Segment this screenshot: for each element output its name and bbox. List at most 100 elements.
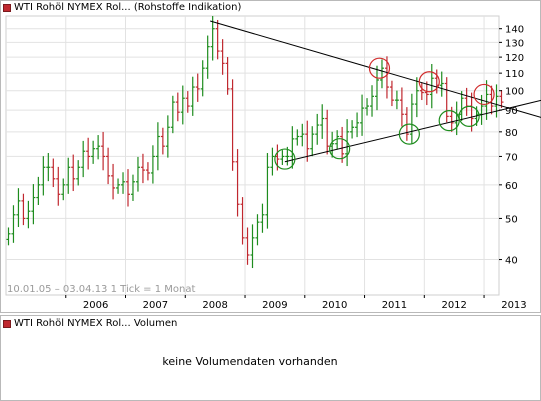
ohlc-bar <box>499 89 504 109</box>
x-tick-label: 2006 <box>83 300 108 311</box>
ohlc-bar <box>260 203 265 233</box>
ohlc-bars <box>6 16 504 269</box>
ohlc-bar <box>384 56 389 99</box>
annotation-circles <box>274 57 495 170</box>
ohlc-bar <box>235 149 240 217</box>
ohlc-bar <box>210 16 215 61</box>
annotation-circle-green <box>274 148 296 170</box>
ohlc-bar <box>290 126 295 169</box>
y-tick-label: 40 <box>505 256 518 267</box>
ohlc-bar <box>160 127 165 155</box>
ohlc-bar <box>135 156 140 192</box>
ohlc-bar <box>494 84 499 118</box>
ohlc-bar <box>250 224 255 269</box>
y-tick-label: 140 <box>505 25 524 36</box>
ohlc-bar <box>46 153 51 182</box>
annotation-circle-green <box>438 110 460 132</box>
y-tick-label: 90 <box>505 106 518 117</box>
y-tick-label: 60 <box>505 181 518 192</box>
volume-series-swatch <box>3 319 11 328</box>
ohlc-bar <box>220 39 225 75</box>
ohlc-bar <box>350 120 355 139</box>
ohlc-bar <box>315 113 320 145</box>
price-series-swatch <box>3 3 11 12</box>
ohlc-bar <box>464 87 469 116</box>
ohlc-bar <box>170 95 175 134</box>
volume-panel-header: WTI Rohöl NYMEX Rol... Volumen <box>0 316 177 331</box>
ohlc-bar <box>145 162 150 181</box>
ohlc-bar <box>96 135 101 160</box>
date-range-info: 10.01.05 – 03.04.13 1 Tick = 1 Monat <box>7 284 195 295</box>
y-tick-label: 100 <box>505 87 524 98</box>
x-tick-label: 2008 <box>202 300 227 311</box>
ohlc-bar <box>459 91 464 121</box>
annotation-circle-red <box>368 57 391 79</box>
annotation-circle-green <box>398 123 420 145</box>
ohlc-bar <box>270 147 275 176</box>
grid-layer <box>5 15 500 296</box>
y-tick-label: 50 <box>505 214 518 225</box>
ohlc-bar <box>335 130 340 150</box>
no-volume-message: keine Volumendaten vorhanden <box>162 355 338 368</box>
ohlc-bar <box>155 122 160 171</box>
ohlc-bar <box>150 145 155 184</box>
y-tick-label: 130 <box>505 38 524 49</box>
annotation-circle-red <box>473 83 495 106</box>
ohlc-bar <box>340 126 345 163</box>
ohlc-bar <box>489 85 494 115</box>
ohlc-bar <box>175 92 180 122</box>
x-tick-label: 2009 <box>262 300 287 311</box>
ohlc-bar <box>195 73 200 102</box>
y-tick-label: 110 <box>505 69 524 80</box>
ohlc-bar <box>320 104 325 139</box>
ohlc-bar <box>305 120 310 162</box>
annotation-circle-green <box>329 138 351 160</box>
ohlc-bar <box>240 197 245 245</box>
ohlc-bar <box>360 94 365 136</box>
volume-panel-title: WTI Rohöl NYMEX Rol... Volumen <box>14 318 178 329</box>
y-tick-label: 120 <box>505 53 524 64</box>
ohlc-bar <box>36 176 41 206</box>
ohlc-bar <box>140 153 145 184</box>
x-tick-label: 2012 <box>441 300 466 311</box>
ohlc-bar <box>394 90 399 110</box>
ohlc-bar <box>106 147 111 185</box>
ohlc-bar <box>424 81 429 106</box>
ohlc-bar <box>6 227 11 246</box>
ohlc-bar <box>86 137 91 170</box>
price-panel-header: WTI Rohöl NYMEX Rol... (Rohstoffe Indika… <box>0 0 241 15</box>
ohlc-bar <box>365 98 370 116</box>
ohlc-bar <box>409 93 414 144</box>
ohlc-bar <box>355 112 360 138</box>
ohlc-bar <box>180 85 185 125</box>
ohlc-bar <box>81 140 86 178</box>
ohlc-bar <box>399 87 404 127</box>
ohlc-bar <box>205 35 210 79</box>
ohlc-bar <box>101 131 106 171</box>
ohlc-bar <box>91 140 96 164</box>
ohlc-bar <box>454 101 459 136</box>
ohlc-bar <box>21 193 26 226</box>
trendlines <box>210 20 541 163</box>
ohlc-bar <box>56 166 61 206</box>
ohlc-bar <box>185 91 190 113</box>
trendline-lower <box>284 99 541 163</box>
ohlc-bar <box>245 227 250 265</box>
ohlc-bar <box>51 158 56 188</box>
axes: 40 50 60 70 80 90 100 110 120 130 140 2006 2007 2008 2… <box>65 25 527 311</box>
ohlc-bar <box>419 82 424 101</box>
ohlc-bar <box>225 57 230 95</box>
ohlc-bar <box>165 115 170 158</box>
ohlc-bar <box>16 188 21 228</box>
ohlc-bar <box>61 178 66 201</box>
ohlc-bar <box>439 71 444 97</box>
ohlc-bar <box>71 154 76 192</box>
plot-frame <box>5 15 500 296</box>
ohlc-bar <box>126 169 131 207</box>
ohlc-bar <box>300 123 305 147</box>
ohlc-bar <box>26 200 31 229</box>
ohlc-bar <box>200 60 205 97</box>
ohlc-bar <box>379 59 384 89</box>
ohlc-bar <box>130 174 135 201</box>
